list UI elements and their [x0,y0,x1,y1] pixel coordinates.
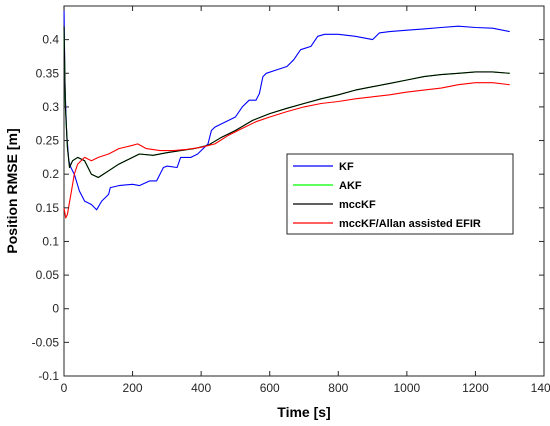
y-tick-label: 0 [52,302,59,316]
y-tick-label: 0.1 [42,234,59,248]
x-tick-label: 1400 [531,381,550,395]
legend: KF AKF mccKF mccKF/Allan assisted EFIR [286,153,514,235]
legend-label-1: AKF [339,180,362,192]
legend-label-2: mccKF [339,199,376,211]
x-tick-label: 0 [61,381,68,395]
y-tick-label: -0.05 [32,335,60,349]
y-tick-label: 0.25 [36,134,60,148]
x-tick-label: 1200 [462,381,489,395]
y-tick-label: 0.4 [42,33,59,47]
y-tick-label: 0.3 [42,100,59,114]
series-line-3 [63,82,510,219]
legend-label-0: KF [339,161,354,173]
y-tick-label: 0.15 [36,201,60,215]
x-tick-label: 200 [123,381,143,395]
x-tick-label: 400 [191,381,211,395]
y-tick-label: -0.1 [38,369,59,383]
x-axis-title: Time [s] [277,404,330,420]
legend-box [286,153,514,235]
series-line-2 [63,26,510,179]
y-axis-title: Position RMSE [m] [4,128,20,253]
series-layer [63,5,510,219]
x-tick-label: 800 [328,381,348,395]
series-line-0 [63,5,510,211]
y-tick-label: 0.05 [36,268,60,282]
x-tick-label: 1000 [394,381,421,395]
ticks-layer: 0 200 400 600 800 1000 1200 1400 -0.1 -0.05 0 0.05 0… [32,6,550,395]
legend-label-3: mccKF/Allan assisted EFIR [339,218,481,230]
y-tick-label: 0.2 [42,167,59,181]
x-tick-label: 600 [260,381,280,395]
y-tick-label: 0.35 [36,66,60,80]
